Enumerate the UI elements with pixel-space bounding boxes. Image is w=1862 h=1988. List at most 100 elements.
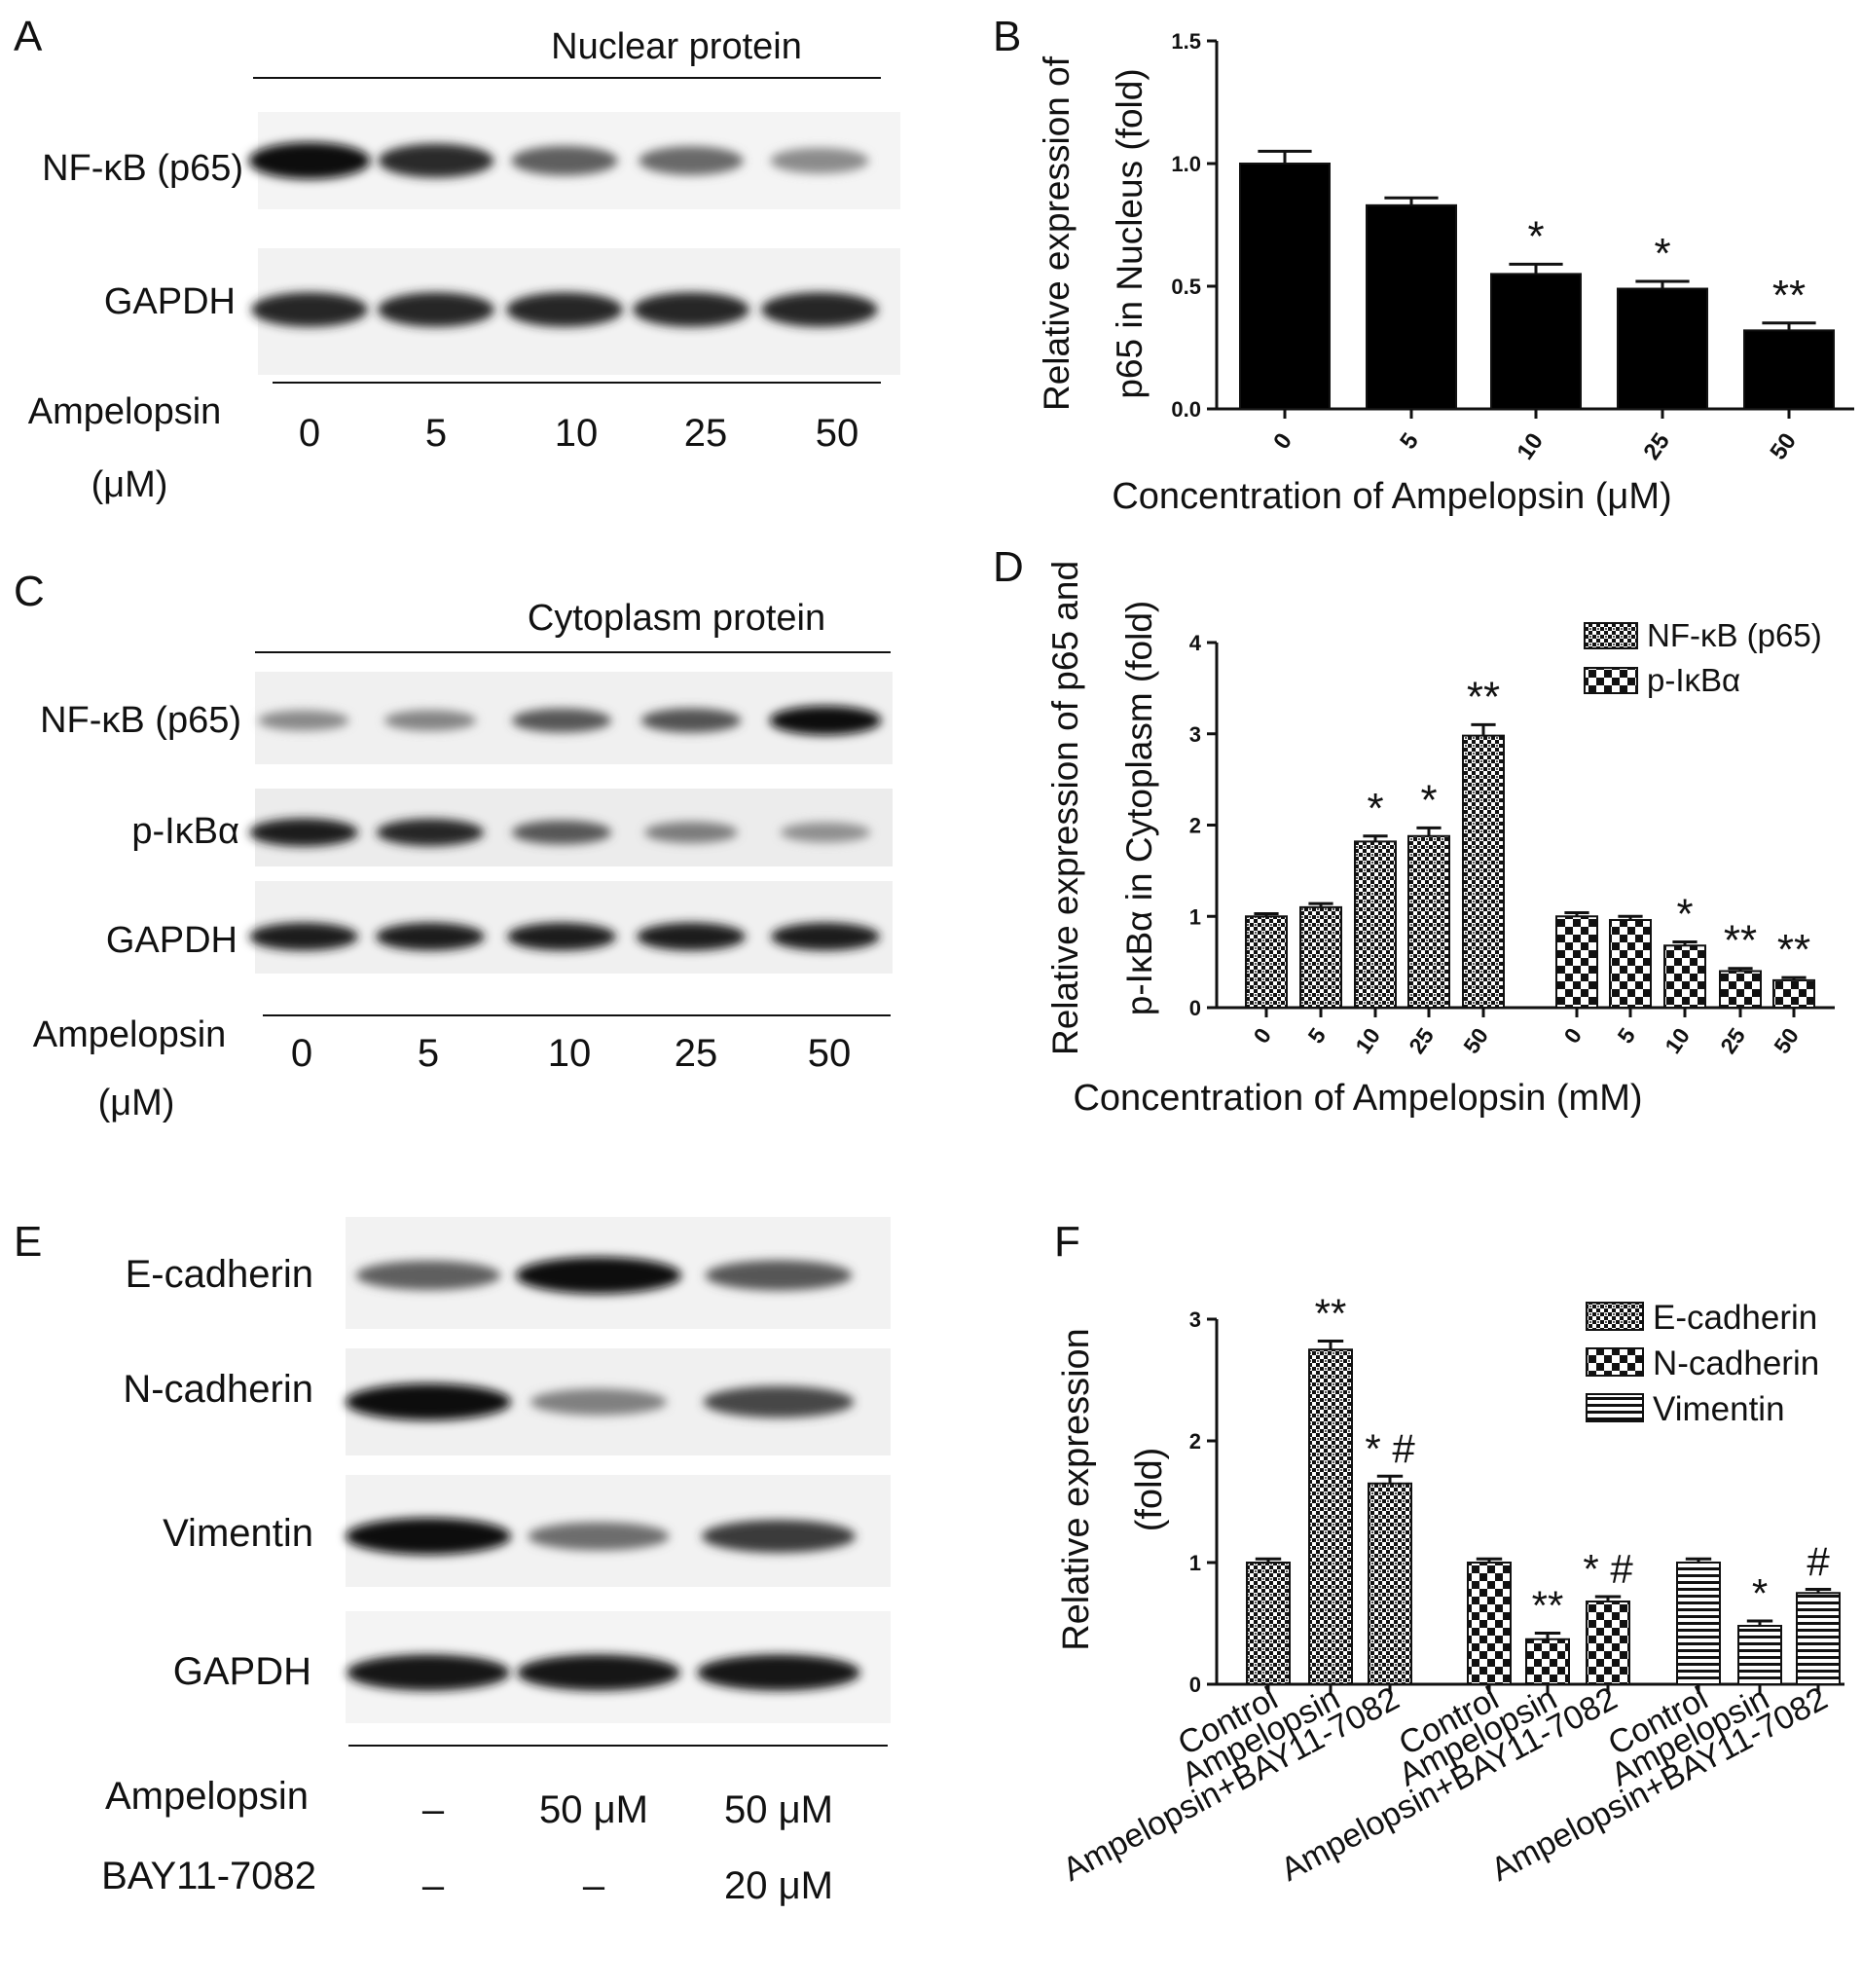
chart-b-x-tick-label: 10 xyxy=(1512,428,1548,464)
blot-c-band-row-3-lane-2 xyxy=(376,922,485,951)
chart-b-significance-label: ** xyxy=(1772,272,1806,319)
panel-letter-f: F xyxy=(1054,1218,1080,1266)
panel-letter-d: D xyxy=(993,543,1024,591)
chart-d-pikba-significance-label: ** xyxy=(1724,917,1757,965)
blot-label-gapdh-e: GAPDH xyxy=(173,1650,311,1693)
chart-f-n-cadherin-bar xyxy=(1586,1601,1630,1685)
chart-d-nfkb-significance-label: * xyxy=(1367,785,1383,832)
blot-e-band-row-2-lane-3 xyxy=(703,1385,855,1418)
chart-f-e-cadherin-significance-label: ** xyxy=(1315,1291,1347,1337)
blot-c-band-row-2-lane-5 xyxy=(780,822,871,843)
chart-d-pikba-bar xyxy=(1609,919,1652,1009)
chart-d-ylabel-line-2: p-IκBα in Cytoplasm (fold) xyxy=(1119,601,1159,1015)
chart-d-pikba-bar xyxy=(1555,915,1598,1009)
chart-d-pikba-bar xyxy=(1772,978,1815,1009)
chart-b-xlabel: Concentration of Ampelopsin (μM) xyxy=(1112,476,1671,517)
blot-a-dose-label: 0 xyxy=(299,412,320,455)
panel-letter-c: C xyxy=(14,568,45,615)
blot-label-nfkb-p65-a: NF-κB (p65) xyxy=(42,148,243,189)
chart-b-x-tick-label: 50 xyxy=(1765,428,1801,464)
blot-a-band-row-1-lane-4 xyxy=(639,146,744,175)
blot-e-band-row-4-lane-3 xyxy=(697,1654,860,1691)
chart-f-vimentin-bar xyxy=(1796,1592,1841,1685)
panel-letter-a: A xyxy=(14,13,43,60)
blot-a-band-row-2-lane-5 xyxy=(761,292,878,327)
treatment-label-c: Ampelopsin xyxy=(33,1014,227,1055)
treatment-value-2-1: – xyxy=(422,1864,445,1907)
blot-label-nfkb-p65-c: NF-κB (p65) xyxy=(40,700,241,741)
treatment-label-bay-e: BAY11-7082 xyxy=(101,1855,316,1897)
chart-d-x-tick-label: 5 xyxy=(1612,1023,1640,1049)
treatment-value-1-2: 50 μM xyxy=(539,1788,648,1831)
blot-label-p-ikba-c: p-IκBα xyxy=(131,811,239,852)
panel-f-chart: F Relative expression (fold) 0123Control… xyxy=(1054,1218,1844,1889)
chart-d-y-tick-label: 1 xyxy=(1189,904,1201,929)
panel-d-chart: D Relative expression of p65 and p-IκBα … xyxy=(993,543,1835,1119)
chart-f-e-cadherin-bar xyxy=(1246,1562,1291,1685)
blot-e-band-row-3-lane-3 xyxy=(701,1520,857,1553)
chart-b-y-tick-label: 1.5 xyxy=(1171,29,1201,54)
blot-e-band-row-1-lane-3 xyxy=(705,1260,853,1291)
panel-letter-b: B xyxy=(993,13,1021,60)
chart-d-nfkb-bar xyxy=(1407,834,1450,1009)
chart-b-bar xyxy=(1366,203,1457,410)
chart-d-pikba-significance-label: ** xyxy=(1777,926,1810,974)
chart-d-nfkb-significance-label: * xyxy=(1420,776,1437,824)
chart-b-significance-label: * xyxy=(1527,212,1544,260)
blot-c-band-row-1-lane-3 xyxy=(511,708,612,733)
chart-f-n-cadherin-bar xyxy=(1525,1638,1570,1685)
blot-c-dose-label: 5 xyxy=(418,1032,439,1075)
chart-d-nfkb-bar xyxy=(1462,734,1505,1009)
chart-b-y-tick-label: 0.0 xyxy=(1171,397,1201,422)
treatment-unit-a: (μM) xyxy=(91,464,168,505)
chart-f-legend-swatch xyxy=(1586,1347,1644,1377)
chart-f-y-tick-label: 3 xyxy=(1189,1307,1201,1332)
blot-c-band-row-3-lane-4 xyxy=(637,922,746,951)
chart-f-vimentin-bar xyxy=(1676,1562,1721,1685)
chart-f-legend-label: E-cadherin xyxy=(1653,1299,1817,1337)
chart-d-nfkb-significance-label: ** xyxy=(1467,673,1500,720)
blot-c-band-row-2-lane-2 xyxy=(376,819,485,846)
chart-f-legend-label: N-cadherin xyxy=(1653,1344,1819,1382)
chart-f-vimentin-significance-label: * xyxy=(1752,1570,1768,1616)
blot-e-band-row-4-lane-2 xyxy=(517,1654,680,1691)
chart-f-n-cadherin-significance-label: * # xyxy=(1583,1546,1633,1592)
blot-e-band-row-1-lane-1 xyxy=(355,1260,501,1291)
blot-label-n-cadherin: N-cadherin xyxy=(123,1368,313,1411)
blot-label-vimentin: Vimentin xyxy=(163,1512,313,1555)
chart-f-ylabel-line-1: Relative expression xyxy=(1056,1328,1097,1651)
blot-e-band-row-4-lane-1 xyxy=(347,1654,510,1691)
chart-b-bar xyxy=(1617,287,1708,410)
blot-a-band-row-2-lane-2 xyxy=(378,292,494,327)
blot-a-band-row-1-lane-2 xyxy=(378,143,494,178)
blot-a-dose-label: 50 xyxy=(816,412,859,455)
blot-label-e-cadherin: E-cadherin xyxy=(126,1253,313,1296)
chart-d-ylabel-line-1: Relative expression of p65 and xyxy=(1045,561,1085,1055)
chart-d-x-tick-label: 25 xyxy=(1404,1023,1439,1058)
chart-d-legend-swatch xyxy=(1584,667,1638,694)
chart-b-bar xyxy=(1743,329,1835,410)
chart-b-y-tick-label: 0.5 xyxy=(1171,275,1201,299)
blot-e-band-row-1-lane-2 xyxy=(516,1257,681,1294)
blot-c-dose-label: 0 xyxy=(291,1032,312,1075)
chart-d-y-tick-label: 3 xyxy=(1189,722,1201,747)
treatment-label-a: Ampelopsin xyxy=(28,391,222,432)
blot-label-gapdh-c: GAPDH xyxy=(106,920,237,961)
blot-c-band-row-3-lane-1 xyxy=(249,922,358,951)
chart-f-n-cadherin-significance-label: ** xyxy=(1532,1583,1564,1629)
chart-d-pikba-bar xyxy=(1663,944,1706,1009)
chart-b-ylabel-line-2: p65 in Nucleus (fold) xyxy=(1110,68,1150,398)
blot-e-band-row-2-lane-2 xyxy=(529,1388,668,1416)
blot-c-band-row-2-lane-1 xyxy=(249,818,358,847)
panel-e-western-blot: E E-cadherin N-cadherin Vimentin GAPDH A… xyxy=(14,1217,891,1907)
chart-d-x-tick-label: 50 xyxy=(1458,1023,1493,1058)
chart-d-y-tick-label: 4 xyxy=(1189,631,1202,655)
panel-b-chart: B Relative expression of p65 in Nucleus … xyxy=(993,13,1854,517)
chart-f-legend-swatch xyxy=(1586,1393,1644,1422)
blot-a-dose-label: 5 xyxy=(425,412,447,455)
blot-label-gapdh-a: GAPDH xyxy=(104,281,236,322)
chart-f-e-cadherin-significance-label: * # xyxy=(1365,1425,1415,1471)
chart-d-x-tick-label: 25 xyxy=(1715,1023,1750,1058)
chart-d-x-tick-label: 50 xyxy=(1769,1023,1804,1058)
chart-b-bar xyxy=(1239,163,1331,410)
